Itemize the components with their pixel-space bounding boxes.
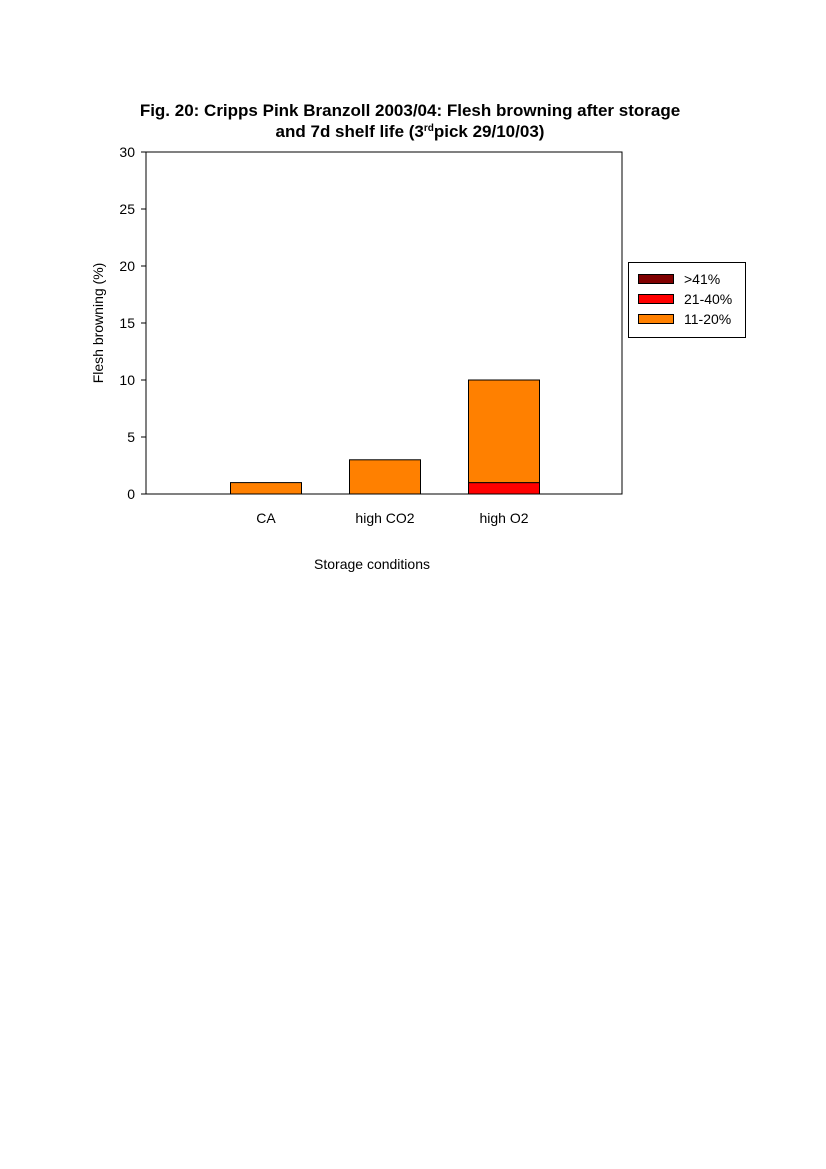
y-axis-label: Flesh browning (%) <box>90 263 106 384</box>
bar-high-o2-2140 <box>468 482 540 495</box>
legend-swatch-21-40 <box>638 294 674 304</box>
y-tick-label-0: 0 <box>127 486 135 502</box>
bars <box>230 379 540 495</box>
y-tick-label-5: 5 <box>127 429 135 445</box>
legend-swatch-11-20 <box>638 314 674 324</box>
y-tick-label-30: 30 <box>119 144 135 160</box>
x-tick-label-high-co2: high CO2 <box>355 510 414 526</box>
x-axis-label: Storage conditions <box>314 556 430 572</box>
legend-label-21-40: 21-40% <box>684 291 733 307</box>
y-tick-label-20: 20 <box>119 258 135 274</box>
y-tick-label-10: 10 <box>119 372 135 388</box>
legend-swatch-gt41 <box>638 274 674 284</box>
legend-label-gt41: >41% <box>684 271 721 287</box>
chart-title-superscript: rd <box>423 123 434 134</box>
y-axis: 0 5 10 15 20 25 30 <box>119 144 146 502</box>
x-tick-label-high-o2: high O2 <box>479 510 528 526</box>
bar-high-co2-1120 <box>349 459 421 495</box>
legend: >41% 21-40% 11-20% <box>628 262 746 338</box>
plot-area <box>145 151 623 495</box>
legend-item-11-20: 11-20% <box>629 309 745 329</box>
x-tick-label-ca: CA <box>256 510 276 526</box>
bar-high-o2-1120 <box>468 379 540 484</box>
chart-title: Fig. 20: Cripps Pink Branzoll 2003/04: F… <box>90 100 730 142</box>
chart-title-line2-end: pick 29/10/03) <box>433 122 545 141</box>
legend-label-11-20: 11-20% <box>684 311 732 327</box>
bar-ca-1120 <box>230 482 302 495</box>
bar-chart: 0 5 10 15 20 25 30 CA high CO2 high O2 Flesh bro… <box>90 144 623 572</box>
chart-title-line2-start: and 7d shelf life (3 <box>275 122 424 141</box>
legend-item-21-40: 21-40% <box>629 289 745 309</box>
y-tick-label-15: 15 <box>119 315 135 331</box>
chart-title-line2: and 7d shelf life (3rdpick 29/10/03) <box>90 121 730 142</box>
y-tick-label-25: 25 <box>119 201 135 217</box>
chart-title-line1: Fig. 20: Cripps Pink Branzoll 2003/04: F… <box>139 101 681 120</box>
legend-item-gt41: >41% <box>629 269 745 289</box>
x-axis: CA high CO2 high O2 <box>256 510 528 526</box>
